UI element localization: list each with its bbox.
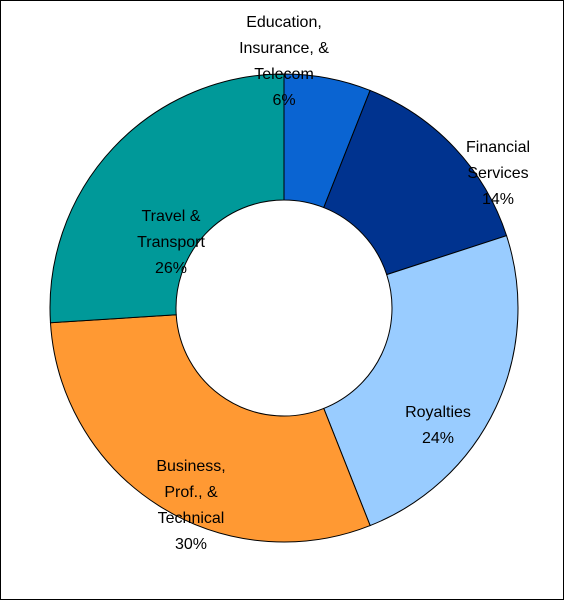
slice-label: Business, Prof., & Technical 30% (146, 454, 236, 558)
donut-slice (49, 314, 371, 543)
category-name: Royalties (405, 404, 471, 421)
value-label: 26% (154, 260, 188, 277)
slice-label: Education, Insurance, & Telecom 6% (234, 10, 334, 114)
category-name: Financial Services (465, 139, 531, 182)
value-label: 30% (174, 536, 208, 553)
slice-label: Financial Services 14% (448, 135, 548, 213)
category-name: Education, Insurance, & Telecom (239, 14, 329, 83)
donut-slice (323, 235, 519, 527)
value-label: 24% (421, 430, 455, 447)
slice-label: Royalties 24% (388, 400, 488, 452)
value-label: 6% (272, 92, 296, 109)
donut-slice (323, 89, 508, 276)
category-name: Travel & Transport (137, 208, 205, 251)
category-name: Business, Prof., & Technical (156, 458, 226, 527)
donut-slice (49, 73, 285, 324)
value-label: 14% (481, 191, 515, 208)
slice-label: Travel & Transport 26% (126, 204, 216, 282)
